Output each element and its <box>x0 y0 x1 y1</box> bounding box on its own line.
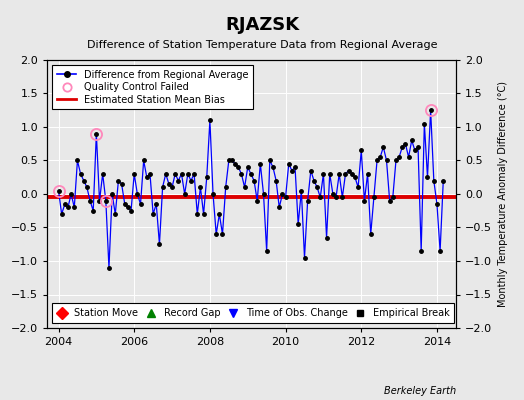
Text: Berkeley Earth: Berkeley Earth <box>384 386 456 396</box>
Text: Difference of Station Temperature Data from Regional Average: Difference of Station Temperature Data f… <box>87 40 437 50</box>
Y-axis label: Monthly Temperature Anomaly Difference (°C): Monthly Temperature Anomaly Difference (… <box>498 81 508 307</box>
Legend: Station Move, Record Gap, Time of Obs. Change, Empirical Break: Station Move, Record Gap, Time of Obs. C… <box>52 304 454 323</box>
Text: RJAZSK: RJAZSK <box>225 16 299 34</box>
